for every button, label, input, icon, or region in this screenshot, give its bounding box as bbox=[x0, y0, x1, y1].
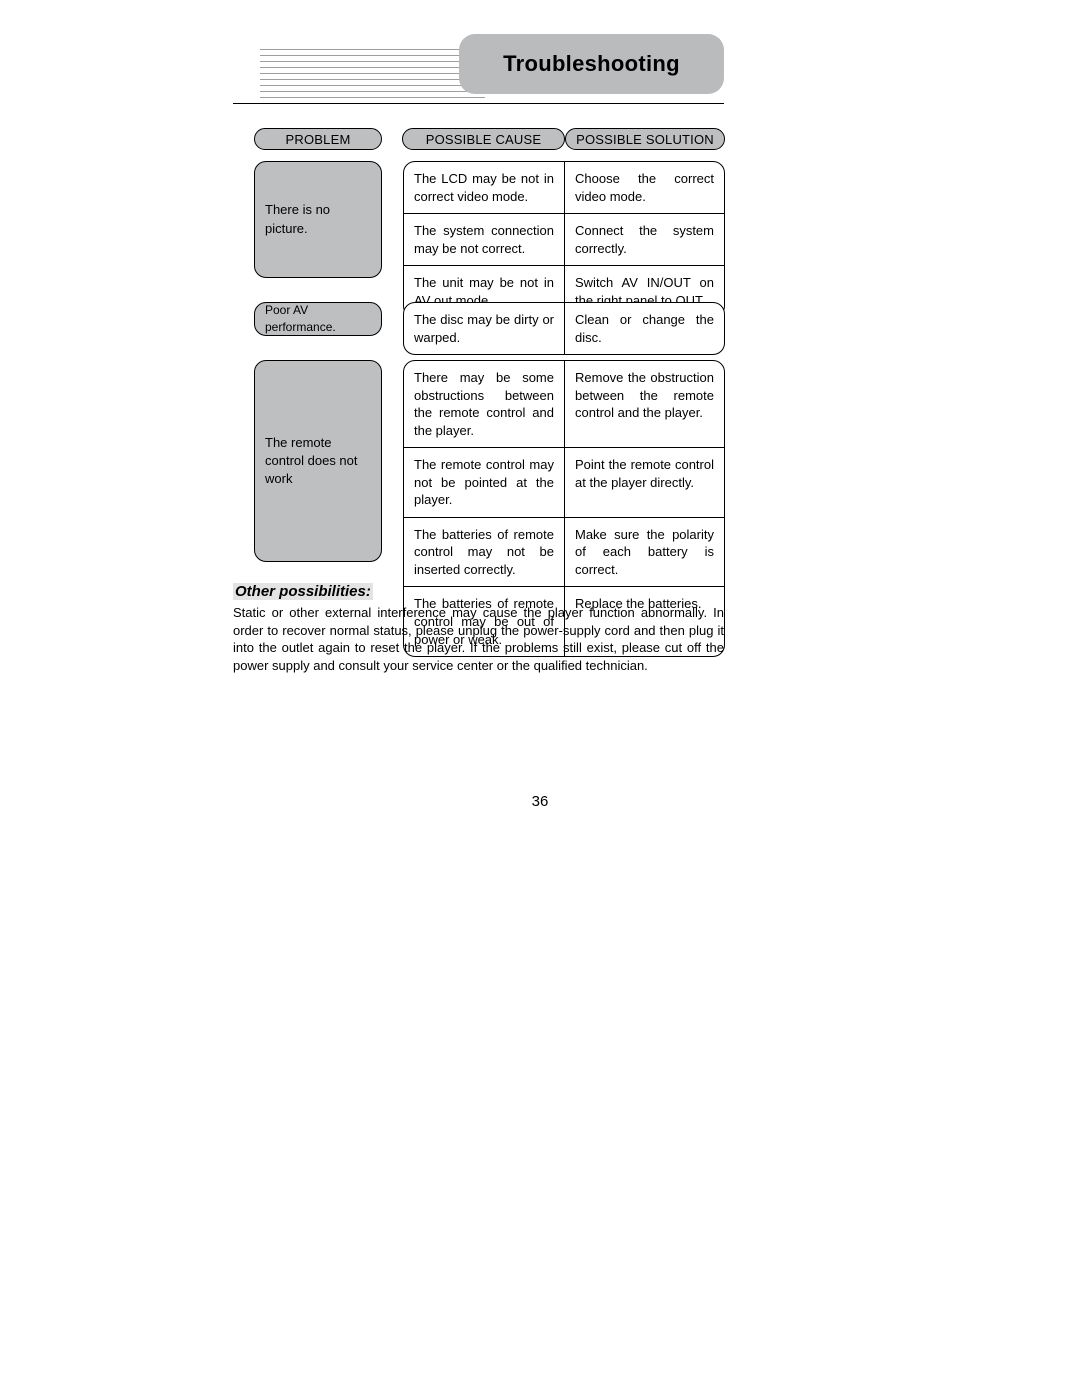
cause-cell: The disc may be dirty or warped. bbox=[404, 303, 565, 354]
column-header-problem: PROBLEM bbox=[254, 128, 382, 150]
solution-cell: Clean or change the disc. bbox=[565, 303, 724, 354]
other-possibilities-title: Other possibilities: bbox=[233, 583, 373, 600]
problem-text: The remote control does not work bbox=[265, 434, 371, 489]
cause-cell: The system connection may be not correct… bbox=[404, 214, 565, 265]
cause-cell: The batteries of remote control may not … bbox=[404, 518, 565, 587]
table-row: There may be some obstructions between t… bbox=[404, 361, 724, 447]
solution-cell: Connect the system correctly. bbox=[565, 214, 724, 265]
cause-cell: The LCD may be not in correct video mode… bbox=[404, 162, 565, 213]
section-title: Troubleshooting bbox=[503, 51, 680, 77]
page: Troubleshooting PROBLEM POSSIBLE CAUSE P… bbox=[0, 0, 1080, 1397]
problem-box: There is no picture. bbox=[254, 161, 382, 278]
table-row: The system connection may be not correct… bbox=[404, 213, 724, 265]
table-row: The disc may be dirty or warped. Clean o… bbox=[404, 303, 724, 354]
solution-cell: Make sure the polarity of each battery i… bbox=[565, 518, 724, 587]
solution-cell: Remove the obstruction between the remot… bbox=[565, 361, 724, 447]
problem-text: Poor AV performance. bbox=[265, 302, 371, 336]
column-header-solution: POSSIBLE SOLUTION bbox=[565, 128, 725, 150]
page-number: 36 bbox=[0, 793, 1080, 810]
section-title-tab: Troubleshooting bbox=[459, 34, 724, 94]
cause-cell: There may be some obstructions between t… bbox=[404, 361, 565, 447]
solution-cell: Point the remote control at the player d… bbox=[565, 448, 724, 517]
problem-text: There is no picture. bbox=[265, 201, 371, 237]
cause-cell: The remote control may not be pointed at… bbox=[404, 448, 565, 517]
cause-solution-box: The disc may be dirty or warped. Clean o… bbox=[403, 302, 725, 355]
table-row: The LCD may be not in correct video mode… bbox=[404, 162, 724, 213]
table-row: The batteries of remote control may not … bbox=[404, 517, 724, 587]
table-row: The remote control may not be pointed at… bbox=[404, 447, 724, 517]
other-possibilities-body: Static or other external interference ma… bbox=[233, 604, 724, 674]
cause-solution-box: The LCD may be not in correct video mode… bbox=[403, 161, 725, 318]
header-rule bbox=[233, 103, 724, 104]
column-header-cause: POSSIBLE CAUSE bbox=[402, 128, 565, 150]
problem-box: Poor AV performance. bbox=[254, 302, 382, 336]
decorative-hairlines bbox=[260, 49, 485, 103]
solution-cell: Choose the correct video mode. bbox=[565, 162, 724, 213]
problem-box: The remote control does not work bbox=[254, 360, 382, 562]
